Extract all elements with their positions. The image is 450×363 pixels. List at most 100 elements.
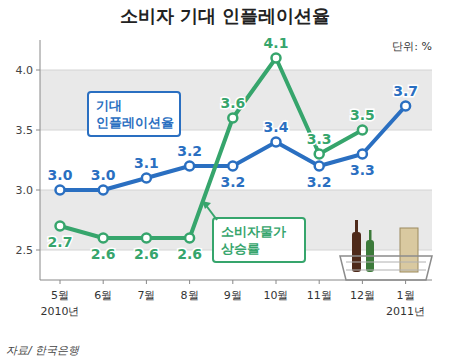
data-label: 3.6	[220, 95, 245, 111]
marker	[358, 126, 367, 135]
x-tick-label-line: 12월	[350, 289, 375, 302]
x-tick	[276, 280, 277, 284]
x-tick-label: 9월	[224, 289, 242, 302]
y-tick	[36, 130, 40, 131]
x-tick-label: 10월	[264, 289, 289, 302]
x-tick-label-line: 9월	[224, 289, 242, 302]
marker	[272, 54, 281, 63]
legend-box	[213, 218, 305, 262]
x-tick-label-line: 10월	[264, 289, 289, 302]
chart: 2.5 3.0 3.5 4.0 5월 2010년 6월 7월 8월 9월 10월 11월 12월 1월 20…	[0, 0, 450, 363]
x-tick-label-line: 11월	[307, 289, 332, 302]
x-tick-label-line: 2011년	[386, 305, 425, 318]
legend-label-line: 소비자물가	[221, 224, 286, 239]
data-label: 3.0	[48, 167, 73, 183]
x-tick	[60, 280, 61, 284]
x-tick	[232, 280, 233, 284]
x-tick-label: 11월	[307, 289, 332, 302]
data-label: 3.2	[220, 174, 245, 190]
x-tick	[146, 280, 147, 284]
y-tick-label: 3.0	[16, 184, 34, 197]
background	[0, 0, 450, 363]
bottle	[352, 232, 361, 272]
y-tick	[36, 70, 40, 71]
x-tick-label: 1월 2011년	[386, 289, 425, 318]
data-label: 3.7	[393, 83, 418, 99]
x-tick	[319, 280, 320, 284]
x-tick	[189, 280, 190, 284]
marker	[401, 102, 410, 111]
y-tick-label: 2.5	[16, 244, 34, 257]
x-tick	[103, 280, 104, 284]
x-tick-label: 5월 2010년	[41, 289, 80, 318]
x-tick-label-line: 6월	[94, 289, 112, 302]
chart-wrap: 2.5 3.0 3.5 4.0 5월 2010년 6월 7월 8월 9월 10월 11월 12월 1월 20…	[0, 0, 450, 363]
data-label: 3.1	[134, 155, 159, 171]
x-tick-label-line: 1월	[397, 289, 415, 302]
marker	[56, 186, 65, 195]
data-label: 3.0	[91, 167, 116, 183]
legend-box	[88, 92, 180, 136]
legend-label: 소비자물가상승률	[221, 224, 286, 256]
marker	[142, 174, 151, 183]
source: 자료/ 한국은행	[6, 344, 80, 357]
marker	[228, 162, 237, 171]
subtitle: 단위: %	[392, 40, 432, 53]
data-label: 2.6	[134, 246, 159, 262]
legend-label-line: 상승률	[221, 241, 260, 256]
x-tick-label-line: 7월	[137, 289, 155, 302]
marker	[56, 222, 65, 231]
series-line	[60, 58, 362, 238]
data-label: 3.4	[264, 119, 289, 135]
legend-label: 기대인플레이션율	[96, 98, 174, 130]
marker	[99, 186, 108, 195]
data-label: 2.6	[91, 246, 116, 262]
x-tick-label-line: 5월	[51, 289, 69, 302]
y-tick-label: 4.0	[16, 64, 34, 77]
marker	[99, 234, 108, 243]
y-tick	[36, 250, 40, 251]
data-label: 3.2	[307, 174, 332, 190]
data-label: 3.3	[307, 131, 332, 147]
bottle-neck	[355, 220, 358, 234]
data-label: 3.5	[350, 107, 375, 123]
x-tick-label-line: 2010년	[41, 305, 80, 318]
data-label: 3.2	[177, 143, 202, 159]
legend-pointer-head	[202, 201, 211, 209]
marker	[315, 150, 324, 159]
marker	[228, 114, 237, 123]
data-label: 2.6	[177, 246, 202, 262]
marker	[185, 162, 194, 171]
marker	[315, 162, 324, 171]
x-tick-label-line: 8월	[181, 289, 199, 302]
series-line	[60, 106, 406, 190]
legend-label-line: 인플레이션율	[96, 115, 174, 130]
plot-area	[56, 54, 411, 243]
title: 소비자 기대 인플레이션율	[120, 5, 331, 26]
bottle-neck	[369, 230, 372, 242]
y-tick-label: 3.5	[16, 124, 34, 137]
legend-item: 기대인플레이션율	[88, 92, 180, 136]
marker	[272, 138, 281, 147]
data-label: 4.1	[264, 35, 289, 51]
y-axis	[40, 40, 41, 280]
grid-line	[40, 70, 432, 71]
marker	[185, 234, 194, 243]
legend-label-line: 기대	[96, 98, 122, 113]
data-labels: 3.0 3.0 3.1 3.2 3.2 3.4 3.2 3.3 3.7 2.7 2.6 2.6 2.6 3…	[48, 35, 418, 262]
grid-band	[40, 70, 432, 130]
x-tick-label: 12월	[350, 289, 375, 302]
data-label: 3.3	[350, 162, 375, 178]
basket-lines	[346, 262, 426, 270]
carton	[400, 228, 418, 272]
x-tick-label: 7월	[137, 289, 155, 302]
x-tick-label: 6월	[94, 289, 112, 302]
marker	[358, 150, 367, 159]
data-label: 2.7	[48, 234, 73, 250]
x-tick-label: 8월	[181, 289, 199, 302]
marker	[142, 234, 151, 243]
legend-item: 소비자물가상승률	[202, 201, 305, 262]
decoration-icon	[340, 220, 432, 280]
y-tick	[36, 190, 40, 191]
basket	[340, 256, 432, 280]
